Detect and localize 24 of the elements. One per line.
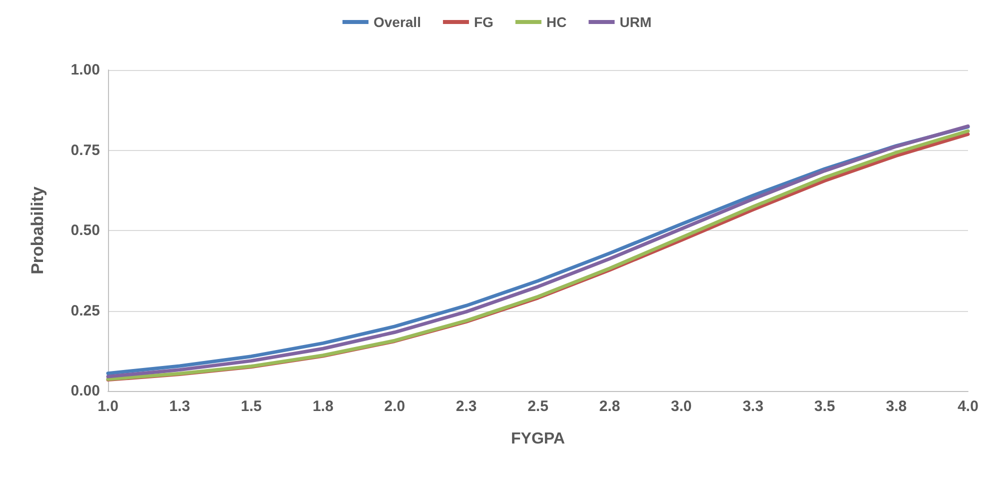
y-tick-label: 0.00	[70, 382, 100, 400]
legend-label: FG	[474, 14, 494, 30]
y-tick-label: 0.25	[70, 302, 100, 320]
y-tick-label: 0.50	[70, 222, 100, 239]
legend-label: URM	[620, 14, 652, 30]
y-tick-label: 0.75	[70, 142, 100, 159]
x-axis-title: FYGPA	[511, 430, 566, 448]
x-tick-label: 3.0	[670, 398, 692, 415]
legend-label: Overall	[373, 14, 421, 30]
x-tick-label: 3.8	[886, 398, 907, 415]
x-tick-label: 4.0	[958, 398, 978, 415]
y-axis-title: Probability	[28, 186, 47, 274]
legend-label: HC	[546, 14, 567, 30]
x-tick-label: 2.8	[599, 398, 620, 415]
x-tick-label: 2.3	[456, 398, 477, 415]
y-tick-label: 1.00	[70, 62, 100, 78]
x-tick-label: 1.0	[98, 398, 118, 415]
x-tick-label: 2.5	[528, 398, 548, 415]
x-tick-label: 3.5	[814, 398, 836, 415]
x-tick-label: 2.0	[384, 398, 406, 415]
x-tick-label: 1.3	[169, 398, 190, 415]
x-tick-label: 1.8	[312, 398, 334, 415]
x-tick-label: 1.5	[240, 398, 262, 415]
x-tick-label: 3.3	[742, 398, 764, 415]
